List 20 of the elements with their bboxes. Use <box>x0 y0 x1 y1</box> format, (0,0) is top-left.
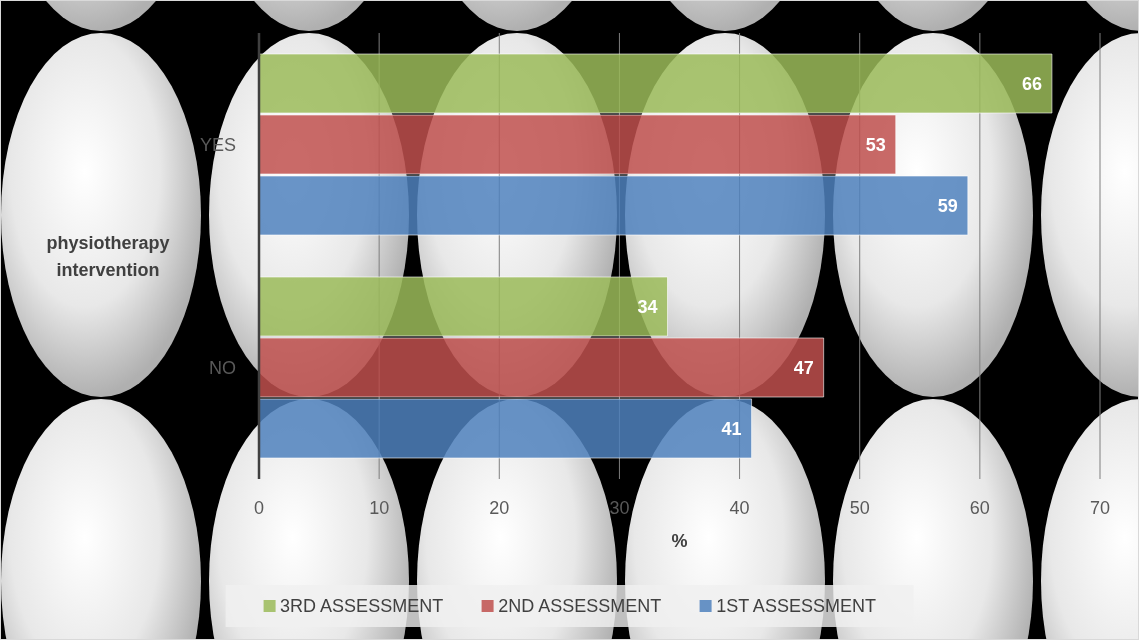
y-axis-title: physiotherapy intervention <box>46 232 170 280</box>
y-tick-label: NO <box>209 357 236 378</box>
x-tick-label: 40 <box>729 497 750 518</box>
x-tick-label: 10 <box>369 497 390 518</box>
data-label: 53 <box>865 134 886 155</box>
data-label: 59 <box>937 195 958 216</box>
x-axis-title: % <box>671 531 688 551</box>
data-label: 34 <box>637 296 658 317</box>
legend-label: 3RD ASSESSMENT <box>280 595 444 617</box>
data-label: 41 <box>721 418 742 439</box>
x-tick-label: 20 <box>489 497 510 518</box>
x-tick-label: 0 <box>253 497 265 518</box>
x-tick-label: 50 <box>849 497 870 518</box>
data-label: 66 <box>1021 73 1042 94</box>
legend-label: 2ND ASSESSMENT <box>498 595 662 617</box>
x-tick-label: 30 <box>609 497 630 518</box>
legend-label: 1ST ASSESSMENT <box>716 595 876 617</box>
x-tick-label: 60 <box>969 497 990 518</box>
x-tick-label: 70 <box>1089 497 1111 518</box>
data-label: 47 <box>793 357 814 378</box>
